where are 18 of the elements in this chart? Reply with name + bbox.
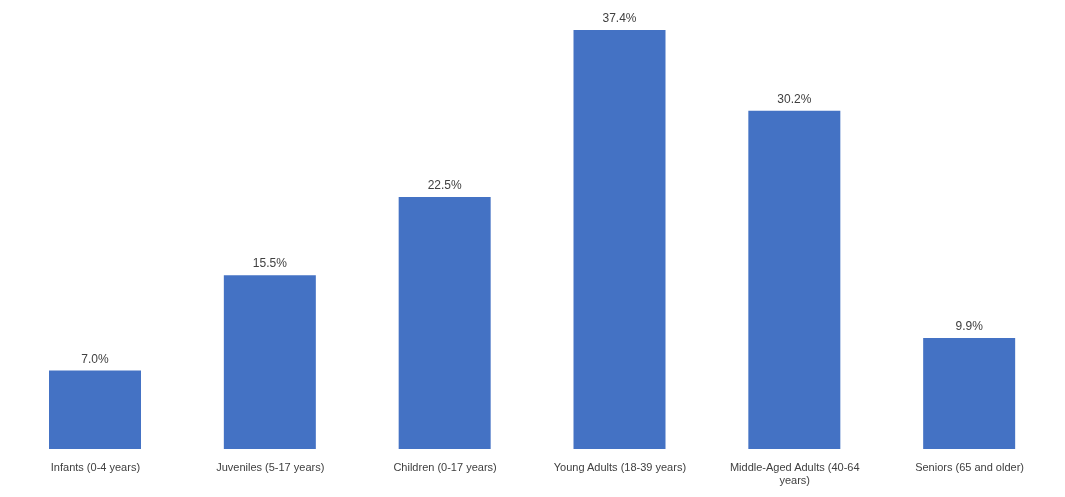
x-tick-label: Seniors (65 and older) xyxy=(915,461,1025,473)
bar xyxy=(398,196,491,449)
data-label: 7.0% xyxy=(81,351,109,366)
bar xyxy=(573,30,666,449)
bar xyxy=(223,275,316,449)
data-label: 22.5% xyxy=(427,177,463,192)
x-tick-label: Juveniles (5-17 years) xyxy=(216,461,325,473)
x-tick-label: Young Adults (18-39 years) xyxy=(553,461,687,473)
bar xyxy=(748,110,841,449)
bar xyxy=(49,370,141,449)
data-label: 37.4% xyxy=(602,11,637,25)
data-label: 30.2% xyxy=(777,91,812,106)
x-tick-label: Middle-Aged Adults (40-64 years) xyxy=(729,461,860,486)
x-tick-label: Infants (0-4 years) xyxy=(50,461,141,473)
x-tick-label: Children (0-17 years) xyxy=(393,461,497,473)
data-label: 15.5% xyxy=(252,256,288,271)
data-label: 9.9% xyxy=(955,319,984,334)
bar xyxy=(923,338,1016,449)
